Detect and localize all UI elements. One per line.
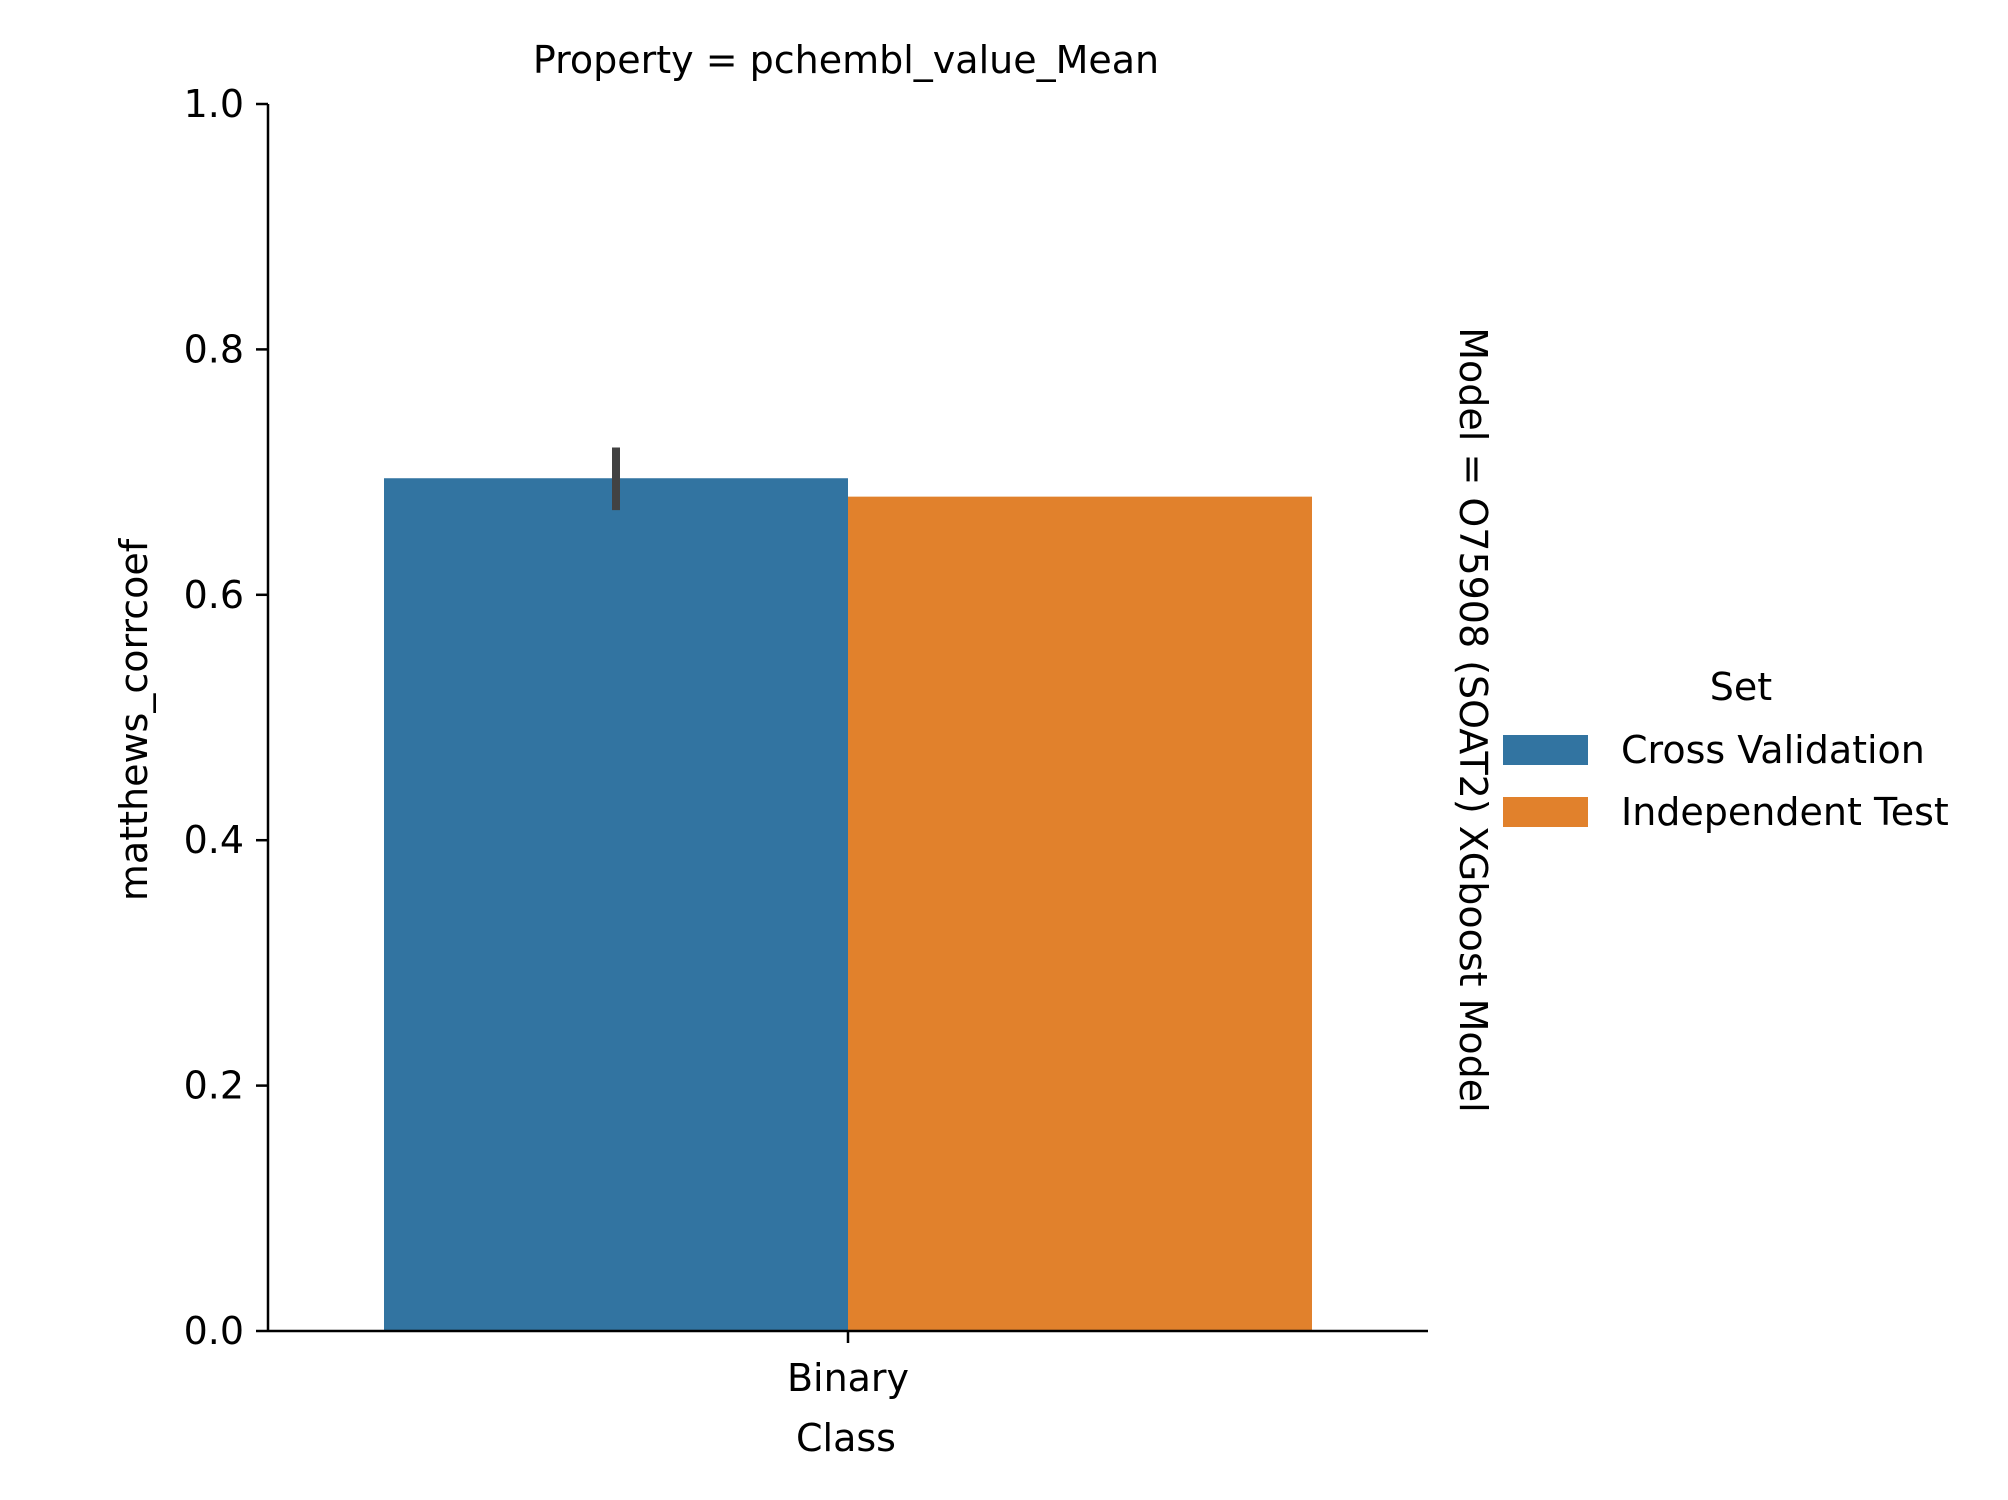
- chart-title: Property = pchembl_value_Mean: [533, 38, 1159, 82]
- legend-swatch: [1503, 735, 1588, 765]
- y-tick-label: 0.8: [184, 327, 244, 371]
- bars-layer: [384, 447, 1312, 1331]
- x-axis: Binary: [268, 1329, 1428, 1400]
- legend-title: Set: [1710, 665, 1772, 709]
- bar-cross-validation: [384, 478, 848, 1331]
- y-tick-label: 0.4: [184, 818, 244, 862]
- x-axis-label: Class: [796, 1416, 896, 1460]
- legend-label: Cross Validation: [1621, 728, 1925, 772]
- y-tick-label: 0.2: [184, 1064, 244, 1108]
- y-tick-label: 0.0: [184, 1309, 244, 1353]
- legend: Set Cross Validation Independent Test: [1503, 665, 1949, 834]
- legend-label: Independent Test: [1621, 790, 1949, 834]
- y-axis-label: matthews_corrcoef: [112, 537, 156, 901]
- legend-swatch: [1503, 797, 1588, 827]
- row-facet-label: Model = O75908 (SOAT2) XGboost Model: [1451, 327, 1495, 1112]
- y-tick-label: 1.0: [184, 82, 244, 126]
- y-axis: 0.0 0.2 0.4 0.6 0.8 1.0: [184, 82, 270, 1353]
- y-tick-label: 0.6: [184, 573, 244, 617]
- x-tick-label: Binary: [787, 1356, 909, 1400]
- bar-independent-test: [848, 496, 1312, 1331]
